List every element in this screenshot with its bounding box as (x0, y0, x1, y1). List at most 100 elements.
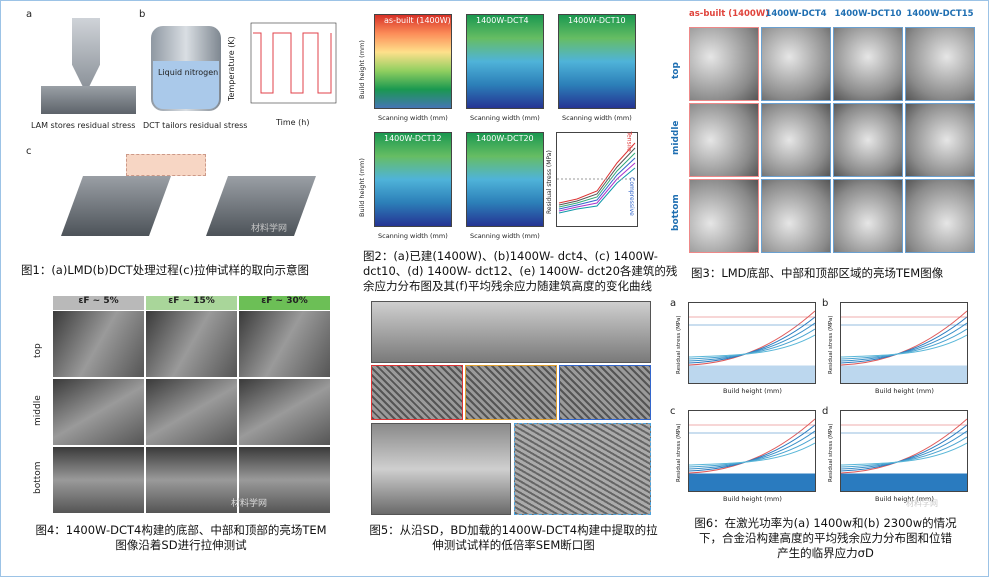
specimen (126, 154, 206, 176)
row-label: top (33, 343, 43, 358)
temperature-plot (250, 22, 337, 104)
caption-line: 图4：1400W-DCT4构建的底部、中部和顶部的亮场TEM (35, 523, 327, 537)
tem-image (905, 179, 975, 253)
curves (557, 142, 637, 214)
figure-1: a b c Liquid nitrogen LAM stores residual st… (21, 6, 346, 256)
panel-letter: a (26, 9, 33, 20)
lam-label: LAM stores residual stress (31, 121, 136, 130)
column-header: 1400W-DCT15 (906, 9, 974, 19)
tem-image (239, 379, 330, 445)
figure-3: as-built (1400W) 1400W-DCT4 1400W-DCT10 140… (669, 9, 976, 257)
panel-letter: b (139, 9, 146, 20)
sem-overview (371, 423, 511, 515)
caption: 图1：(a)LMD(b)DCT处理过程(c)拉伸试样的取向示意图 (21, 263, 309, 278)
substrate (41, 86, 136, 114)
liquid-nitrogen (153, 61, 219, 109)
tem-image (905, 103, 975, 177)
column-header: εF ~ 15% (146, 296, 237, 310)
caption-line: 图像沿着SD进行拉伸测试 (115, 538, 247, 552)
stress-plot (688, 410, 816, 492)
panel-letter: b (822, 298, 829, 309)
caption: 图3：LMD底部、中部和顶部区域的亮场TEM图像 (691, 266, 943, 281)
figure-5 (366, 299, 656, 517)
watermark: 材料学网 (906, 499, 938, 508)
map-title: 1400W-DCT12 (384, 134, 442, 143)
curves (840, 310, 968, 366)
map-title: 1400W-DCT20 (476, 134, 534, 143)
y-axis-label: Build height (mm) (358, 158, 366, 217)
caption: 图6：在激光功率为(a) 1400w和(b) 2300w的情况 下，合金沿构建高度… (673, 516, 978, 561)
x-axis-label: Scanning width (mm) (470, 232, 540, 240)
panel-letter: d (822, 406, 829, 417)
caption: 图4：1400W-DCT4构建的底部、中部和顶部的亮场TEM 图像沿着SD进行拉伸… (21, 523, 341, 553)
caption-line: 下，合金沿构建高度的平均残余应力分布图和位错 (699, 531, 952, 545)
ln2-label: Liquid nitrogen (158, 68, 219, 77)
tem-image (833, 103, 903, 177)
tem-image (689, 179, 759, 253)
caption-line: 图6：在激光功率为(a) 1400w和(b) 2300w的情况 (694, 516, 957, 530)
tem-image (53, 379, 144, 445)
figure-4: εF ~ 5% εF ~ 15% εF ~ 30% top middle bottom 材料… (31, 296, 331, 514)
y-axis-label: Build height (mm) (358, 40, 366, 99)
tem-image (53, 447, 144, 513)
stress-map (466, 14, 544, 109)
row-label: bottom (671, 194, 681, 231)
tem-image (905, 27, 975, 101)
caption-line: 图3：LMD底部、中部和顶部区域的亮场TEM图像 (691, 266, 944, 280)
watermark: 材料学网 (231, 499, 268, 509)
caption: 图5：从沿SD，BD加载的1400W-DCT4构建中提取的拉 伸测试试样的低倍率S… (361, 523, 666, 553)
sem-detail (371, 365, 463, 420)
x-axis-label: Scanning width (mm) (562, 114, 632, 122)
tem-image (53, 311, 144, 377)
tem-image (833, 179, 903, 253)
tem-image (761, 179, 831, 253)
column-header: εF ~ 30% (239, 296, 330, 310)
stress-map (558, 14, 636, 109)
caption-line: 产生的临界应力σD (777, 546, 874, 560)
stress-plot (840, 302, 968, 384)
tem-image (689, 27, 759, 101)
sem-detail (465, 365, 557, 420)
curves (840, 418, 968, 474)
caption-line: 余应力分布图及其(f)平均残余应力随建筑高度的变化曲线 (363, 279, 653, 293)
tem-image (146, 311, 237, 377)
figure-6: a Build height (mm) Residual stress (MPa) b… (666, 296, 976, 511)
column-header: 1400W-DCT10 (834, 9, 902, 19)
tem-image (689, 103, 759, 177)
x-axis-label: Build height (mm) (723, 495, 782, 503)
caption-line: dct10、(d) 1400W- dct12、(e) 1400W- dct20各… (363, 264, 678, 278)
caption-line: 图5：从沿SD，BD加载的1400W-DCT4构建中提取的拉 (369, 523, 658, 537)
tem-image (146, 447, 237, 513)
stress-plot (840, 410, 968, 492)
watermark: 材料学网 (251, 224, 288, 234)
x-axis-label: Scanning width (mm) (378, 114, 448, 122)
x-axis-label: Time (h) (276, 118, 310, 127)
y-axis-label: Residual stress (MPa) (676, 315, 682, 374)
caption-line: 图1：(a)LMD(b)DCT处理过程(c)拉伸试样的取向示意图 (21, 263, 309, 277)
tem-image (239, 447, 330, 513)
tensile-label: Tensile (625, 131, 633, 152)
map-title: 1400W-DCT10 (568, 16, 626, 25)
tem-image (146, 379, 237, 445)
y-axis-label: Residual stress (MPa) (828, 315, 834, 374)
stress-map (466, 132, 544, 227)
caption: 图2：(a)已建(1400W)、(b)1400W- dct4、(c) 1400W… (363, 249, 677, 294)
x-axis-label: Build height (mm) (723, 387, 782, 395)
tem-image (761, 103, 831, 177)
block (61, 176, 171, 236)
row-label: middle (671, 120, 681, 155)
y-axis-label: Temperature (K) (227, 36, 236, 101)
tem-image (833, 27, 903, 101)
curve-plot: Tensile Compressive (556, 131, 638, 227)
curves (688, 418, 816, 474)
tem-image (761, 27, 831, 101)
map-title: 1400W-DCT4 (476, 16, 529, 25)
x-axis-label: Build height (mm) (875, 495, 934, 503)
tem-image (239, 311, 330, 377)
column-header: as-built (1400W) (689, 9, 770, 19)
x-axis-label: Build height (mm) (875, 387, 934, 395)
row-label: top (671, 62, 681, 79)
x-axis-label: Scanning width (mm) (378, 232, 448, 240)
figure-2: as-built (1400W) Scanning width (mm) 1400W… (356, 9, 656, 241)
